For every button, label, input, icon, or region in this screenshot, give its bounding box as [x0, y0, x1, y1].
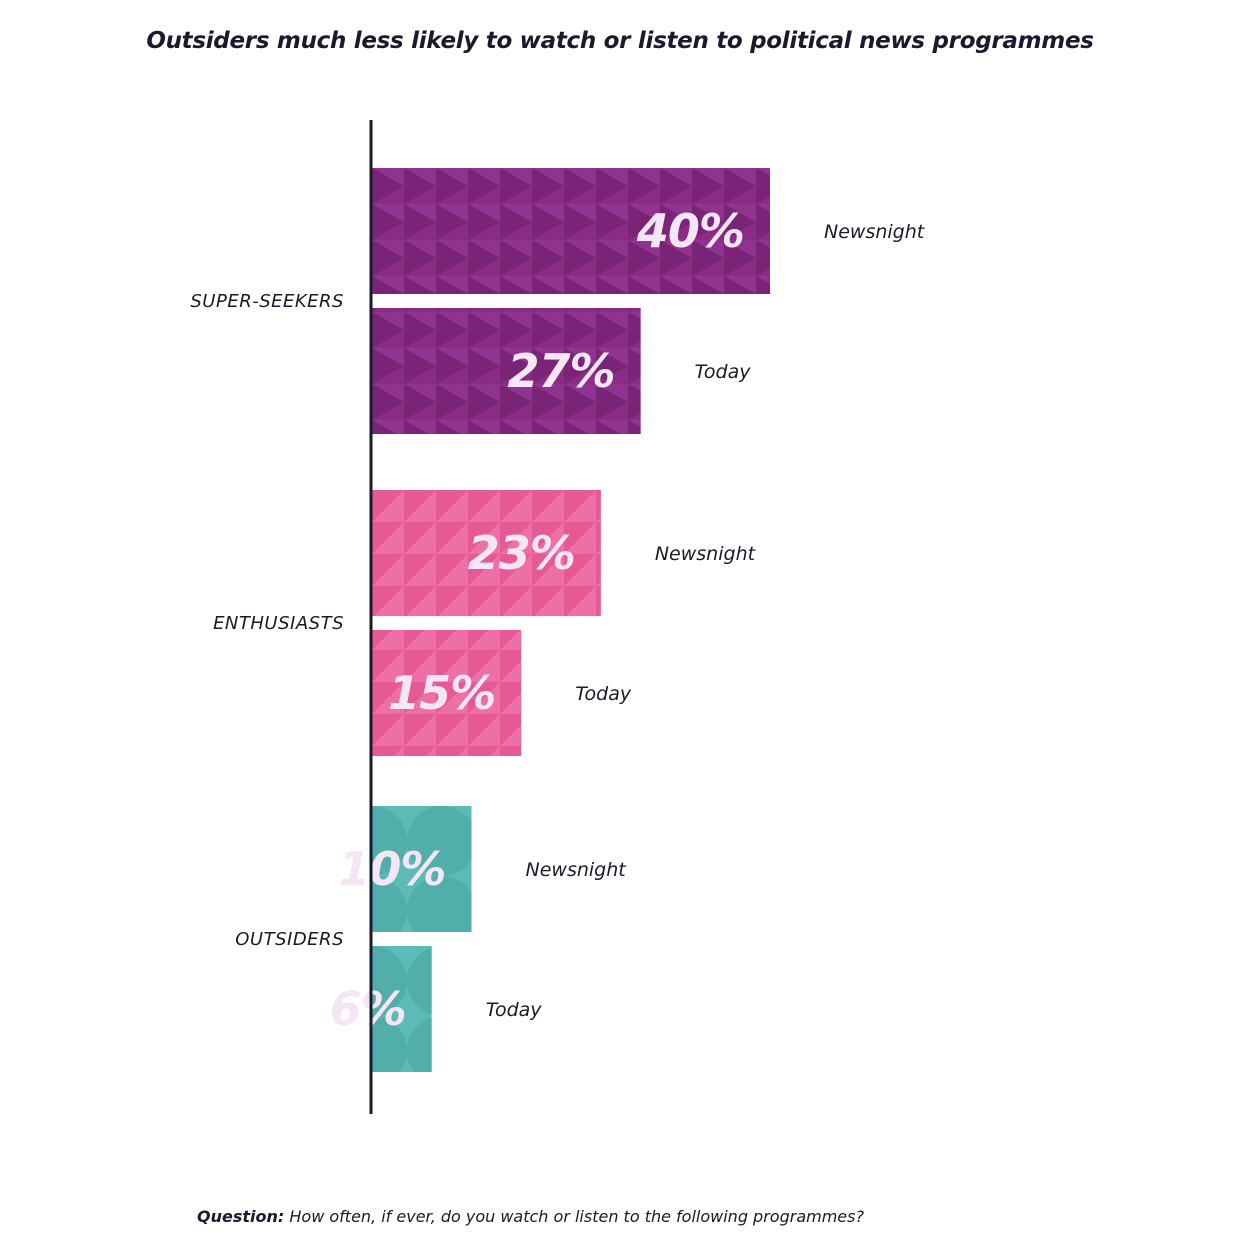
value-label-enthusiasts-newsnight: 23% [468, 526, 575, 580]
footnote: Question: How often, if ever, do you wat… [197, 1207, 864, 1226]
footnote-label: Question: [197, 1207, 285, 1226]
series-label-enthusiasts-today: Today [575, 683, 632, 705]
chart-title: Outsiders much less likely to watch or l… [146, 28, 1094, 54]
series-label-super-seekers-newsnight: Newsnight [824, 221, 926, 243]
category-label-enthusiasts: ENTHUSIASTS [213, 613, 344, 634]
bar-enthusiasts-today [372, 630, 522, 756]
value-label-enthusiasts-today: 15% [388, 666, 495, 720]
series-label-super-seekers-today: Today [695, 361, 752, 383]
bar-enthusiasts-newsnight [372, 490, 601, 616]
footnote-text: How often, if ever, do you watch or list… [289, 1207, 864, 1226]
series-label-enthusiasts-newsnight: Newsnight [655, 543, 757, 565]
bar-super-seekers-today [372, 308, 641, 434]
bar-outsiders-today [372, 946, 432, 1072]
series-label-outsiders-newsnight: Newsnight [526, 859, 628, 881]
series-label-outsiders-today: Today [486, 999, 543, 1021]
bar-outsiders-newsnight [372, 806, 472, 932]
category-label-super-seekers: SUPER-SEEKERS [190, 291, 344, 312]
value-label-super-seekers-today: 27% [508, 344, 615, 398]
value-label-outsiders-newsnight: 10% [338, 842, 445, 896]
value-label-super-seekers-newsnight: 40% [636, 204, 744, 258]
bar-super-seekers-newsnight [372, 168, 770, 294]
value-label-outsiders-today: 6% [330, 982, 406, 1036]
category-label-outsiders: OUTSIDERS [235, 929, 344, 950]
